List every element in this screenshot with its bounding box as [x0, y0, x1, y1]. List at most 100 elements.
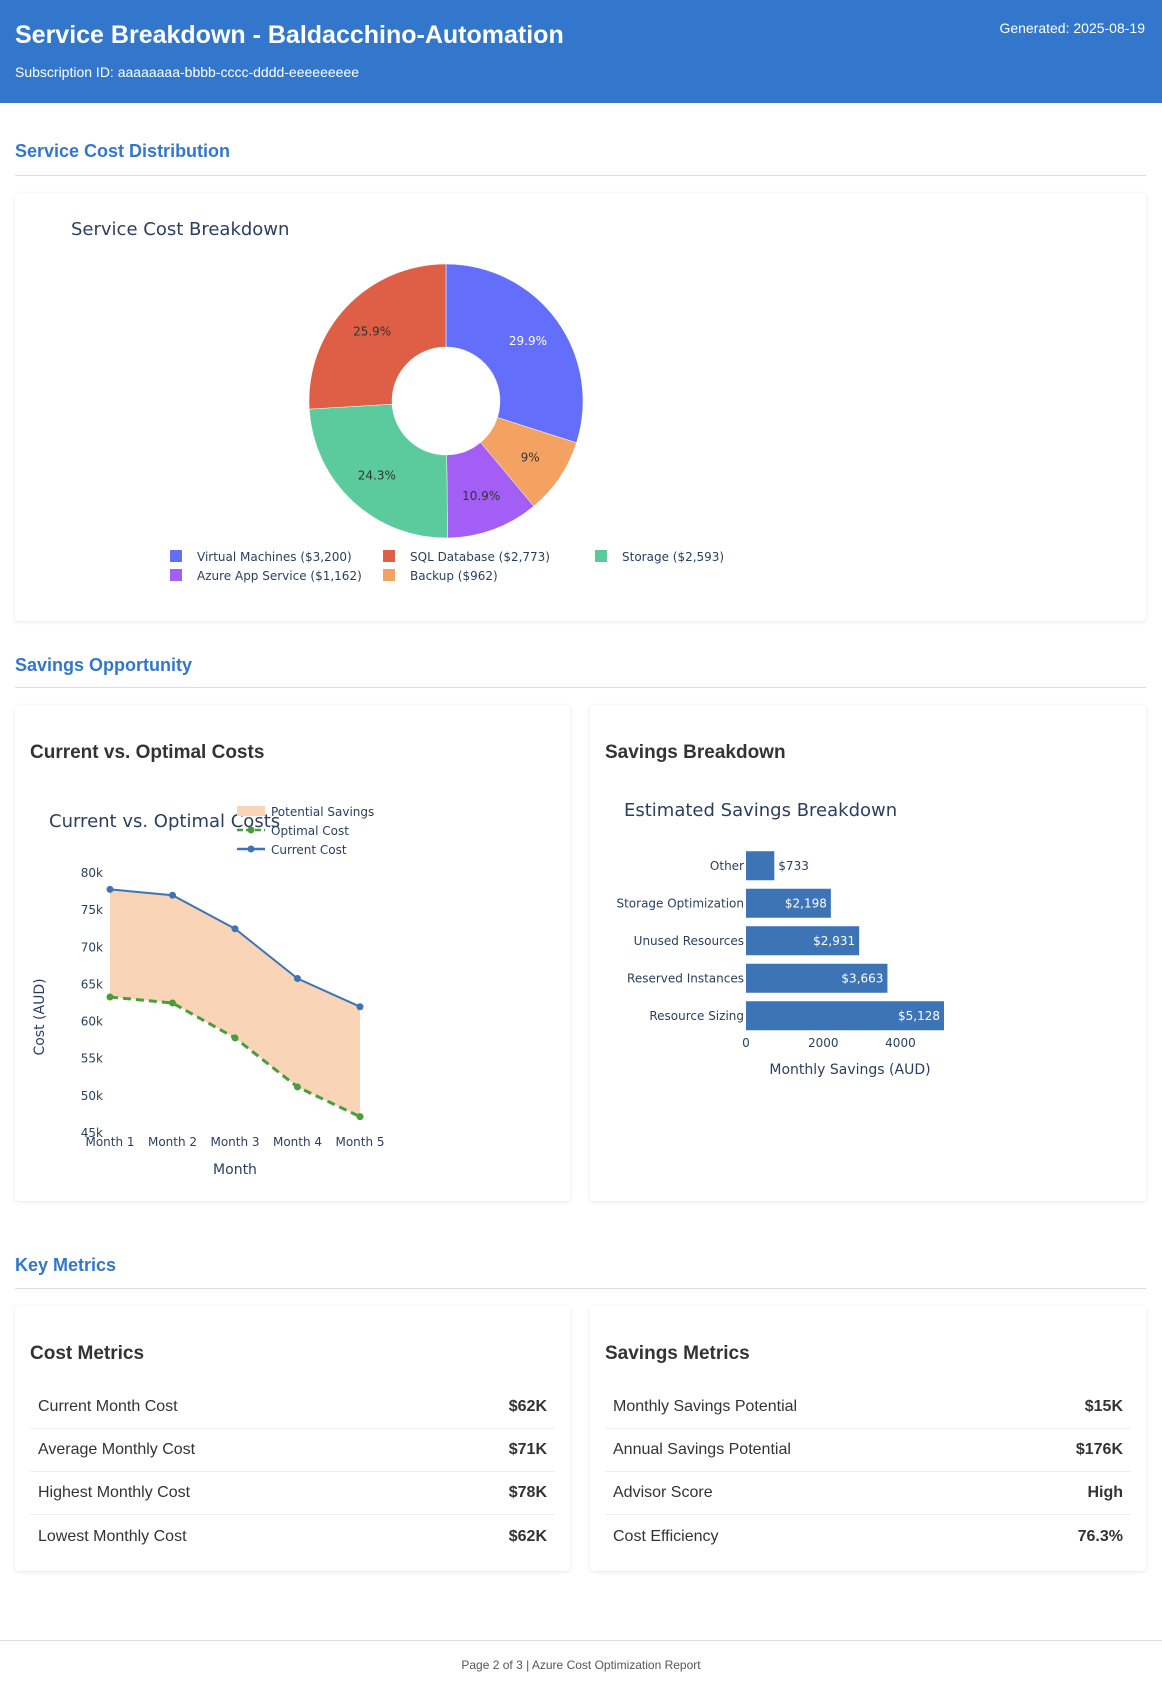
legend-swatch [170, 550, 182, 562]
y-tick-label: 70k [81, 940, 103, 954]
savings-bar [746, 963, 888, 993]
current-vs-optimal-card: Current vs. Optimal Costs Current vs. Op… [15, 705, 570, 1201]
pie-slice [445, 263, 584, 444]
metric-label: Advisor Score [613, 1484, 713, 1501]
bar-value-label: $3,663 [841, 971, 883, 985]
x-tick-label: Month 4 [273, 1135, 322, 1149]
y-category-label: Other [710, 859, 744, 873]
y-category-label: Storage Optimization [616, 896, 744, 910]
pie-slice-label: 29.9% [509, 334, 547, 348]
cost-metrics-card: Cost Metrics Current Month Cost $62K Avera… [15, 1306, 570, 1571]
bar-value-label: $733 [778, 859, 809, 873]
metric-label: Cost Efficiency [613, 1527, 719, 1545]
y-tick-label: 55k [81, 1052, 103, 1066]
legend-entry: Azure App Service ($1,162) [197, 569, 362, 583]
metric-row: Lowest Monthly Cost $62K [30, 1515, 555, 1558]
savings-metrics-list: Monthly Savings Potential $15K Annual Savi… [605, 1386, 1131, 1558]
metric-label: Lowest Monthly Cost [38, 1527, 187, 1545]
metric-value: 76.3% [1077, 1527, 1123, 1545]
savings-metrics-card: Savings Metrics Monthly Savings Potentia… [590, 1306, 1146, 1571]
page-footer: Page 2 of 3 | Azure Cost Optimization Re… [461, 1658, 701, 1672]
section-title-savings: Savings Opportunity [15, 655, 193, 675]
bar-chart-xlabel: Monthly Savings (AUD) [769, 1062, 930, 1078]
report-title: Service Breakdown - Baldacchino-Automati… [15, 21, 564, 49]
x-tick-label: 0 [742, 1036, 750, 1050]
legend-entry: SQL Database ($2,773) [410, 550, 550, 564]
y-tick-label: 80k [81, 866, 103, 880]
footer-divider [0, 1640, 1162, 1641]
cost-metrics-list: Current Month Cost $62K Average Monthly Co… [30, 1386, 555, 1558]
metric-label: Monthly Savings Potential [613, 1398, 798, 1415]
pie-chart: Service Cost Breakdown 29.9% 9% 10.9% 24.3%… [71, 219, 724, 583]
bar-value-label: $5,128 [898, 1009, 940, 1023]
y-tick-label: 60k [81, 1015, 103, 1029]
metric-value: $71K [508, 1441, 547, 1458]
series-point [294, 1083, 301, 1091]
subscription-id: Subscription ID: aaaaaaaa-bbbb-cccc-dddd… [15, 64, 360, 80]
y-tick-label: 65k [81, 977, 103, 991]
bar-chart: Estimated Savings Breakdown $733 $2,198 $2… [616, 800, 944, 1078]
legend-entry: Virtual Machines ($3,200) [197, 550, 352, 564]
metric-value: $62K [508, 1398, 547, 1415]
metric-label: Annual Savings Potential [613, 1441, 791, 1458]
savings-bar [746, 1001, 944, 1031]
bar-value-label: $2,931 [813, 934, 855, 948]
metric-label: Average Monthly Cost [38, 1441, 196, 1458]
legend-entry: Optimal Cost [271, 824, 349, 838]
series-point [356, 1003, 364, 1011]
pie-slice [308, 263, 447, 410]
section-title-metrics: Key Metrics [15, 1255, 117, 1275]
y-tick-label: 45k [81, 1126, 103, 1140]
series-point [169, 999, 176, 1007]
series-point [356, 1113, 364, 1121]
series-point [231, 1034, 239, 1042]
legend-swatch [170, 569, 182, 581]
x-tick-label: Month 3 [210, 1135, 259, 1149]
x-tick-label: Month 1 [85, 1135, 134, 1149]
series-point [231, 925, 239, 933]
savings-breakdown-card-title: Savings Breakdown [605, 742, 786, 763]
y-category-label: Resource Sizing [649, 1009, 744, 1023]
metric-row: Advisor Score High [605, 1472, 1131, 1515]
x-tick-label: 2000 [808, 1036, 839, 1050]
metric-value: $15K [1084, 1398, 1123, 1415]
legend-swatch [237, 806, 265, 816]
line-chart: Current vs. Optimal Costs 45k 50k 55k 60k 65… [32, 805, 385, 1178]
potential-savings-area [110, 889, 360, 1117]
legend-entry: Potential Savings [271, 805, 374, 819]
generated-date: Generated: 2025-08-19 [999, 20, 1145, 36]
pie-slice-label: 25.9% [353, 324, 391, 338]
metric-row: Monthly Savings Potential $15K [605, 1386, 1131, 1429]
line-chart-ylabel: Cost (AUD) [32, 978, 48, 1055]
report-header: Service Breakdown - Baldacchino-Automati… [0, 0, 1162, 103]
x-tick-label: 4000 [885, 1036, 916, 1050]
metric-label: Current Month Cost [38, 1398, 178, 1415]
metric-value: $62K [508, 1527, 547, 1545]
bar-value-label: $2,198 [785, 896, 827, 910]
metric-row: Cost Efficiency 76.3% [605, 1515, 1131, 1558]
metric-row: Current Month Cost $62K [30, 1386, 555, 1429]
section-title-distribution: Service Cost Distribution [15, 141, 231, 161]
metric-value: High [1087, 1484, 1123, 1501]
line-chart-title: Current vs. Optimal Costs [49, 811, 280, 832]
metric-label: Highest Monthly Cost [38, 1484, 191, 1501]
x-tick-label: Month 2 [148, 1135, 197, 1149]
savings-bar [746, 851, 775, 881]
y-tick-label: 50k [81, 1089, 103, 1103]
bar-chart-title: Estimated Savings Breakdown [624, 800, 897, 821]
x-tick-label: Month 5 [335, 1135, 384, 1149]
legend-entry: Storage ($2,593) [622, 550, 724, 564]
y-category-label: Reserved Instances [627, 971, 744, 985]
section-divider [15, 1288, 1146, 1289]
legend-entry: Current Cost [271, 843, 347, 857]
savings-bar [746, 888, 831, 918]
current-vs-optimal-card-title: Current vs. Optimal Costs [30, 742, 265, 763]
series-point [294, 974, 301, 982]
y-tick-label: 75k [81, 903, 103, 917]
line-chart-xlabel: Month [213, 1162, 257, 1178]
pie-slice [308, 403, 448, 539]
legend-marker [247, 845, 255, 853]
savings-metrics-title: Savings Metrics [605, 1343, 750, 1364]
savings-bar [746, 926, 860, 956]
cost-metrics-title: Cost Metrics [30, 1343, 145, 1364]
